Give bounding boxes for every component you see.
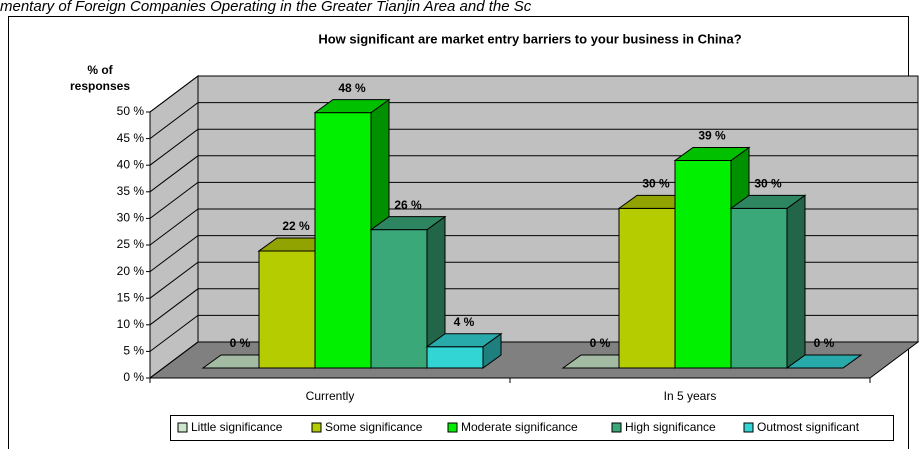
chart-title: How significant are market entry barrier…	[318, 31, 741, 46]
y-tick-label: 20 %	[117, 264, 145, 278]
y-tick-label: 50 %	[117, 104, 145, 118]
y-tick-label: 25 %	[117, 237, 145, 251]
grid-line	[149, 155, 918, 193]
y-tick-label: 35 %	[117, 184, 145, 198]
bar-front	[618, 207, 676, 369]
y-axis-title: responses	[70, 79, 130, 93]
legend-label: Moderate significance	[461, 420, 578, 434]
legend-swatch	[177, 422, 188, 433]
y-tick-label: 5 %	[123, 344, 144, 358]
grid-line	[149, 128, 918, 166]
bar-front	[370, 229, 428, 369]
legend-box	[170, 415, 894, 441]
legend-swatch	[611, 422, 622, 433]
legend-label: High significance	[625, 420, 716, 434]
y-tick-label: 40 %	[117, 157, 145, 171]
y-axis-title: % of	[87, 63, 113, 77]
legend-swatch	[311, 422, 322, 433]
bar-top	[673, 147, 751, 162]
y-tick-label: 10 %	[117, 317, 145, 331]
x-tick-label: In 5 years	[664, 389, 717, 403]
caption: mentary of Foreign Companies Operating i…	[0, 0, 532, 15]
bar-front	[426, 346, 484, 369]
value-label: 48 %	[338, 81, 366, 95]
value-label: 4 %	[454, 315, 475, 329]
bar-top	[313, 99, 391, 114]
value-label: 30 %	[642, 177, 670, 191]
bar-top	[369, 216, 447, 231]
value-label: 0 %	[814, 336, 835, 350]
legend-label: Little significance	[191, 420, 283, 434]
legend-swatch	[743, 422, 754, 433]
legend-label: Outmost significant	[757, 420, 860, 434]
y-tick-label: 30 %	[117, 211, 145, 225]
bar-front	[314, 112, 372, 369]
bar-top	[729, 194, 807, 209]
bar-front	[730, 207, 788, 369]
bar	[785, 354, 863, 369]
value-label: 39 %	[698, 129, 726, 143]
bar-front	[674, 160, 732, 369]
bar-top	[425, 333, 503, 348]
value-label: 22 %	[282, 219, 310, 233]
x-tick-label: Currently	[306, 389, 355, 403]
value-label: 26 %	[394, 198, 422, 212]
bar-front	[258, 250, 316, 369]
y-tick-label: 0 %	[123, 370, 144, 384]
bar	[425, 332, 503, 369]
bar	[369, 215, 447, 369]
grid-line	[149, 102, 918, 140]
grid-line	[149, 75, 918, 113]
bar-side	[786, 194, 806, 369]
bar	[729, 194, 807, 369]
legend-swatch	[447, 422, 458, 433]
bar-top	[785, 354, 863, 369]
value-label: 30 %	[754, 177, 782, 191]
y-tick-label: 45 %	[117, 131, 145, 145]
value-label: 0 %	[230, 336, 251, 350]
legend-label: Some significance	[325, 420, 423, 434]
y-tick-label: 15 %	[117, 290, 145, 304]
value-label: 0 %	[590, 336, 611, 350]
